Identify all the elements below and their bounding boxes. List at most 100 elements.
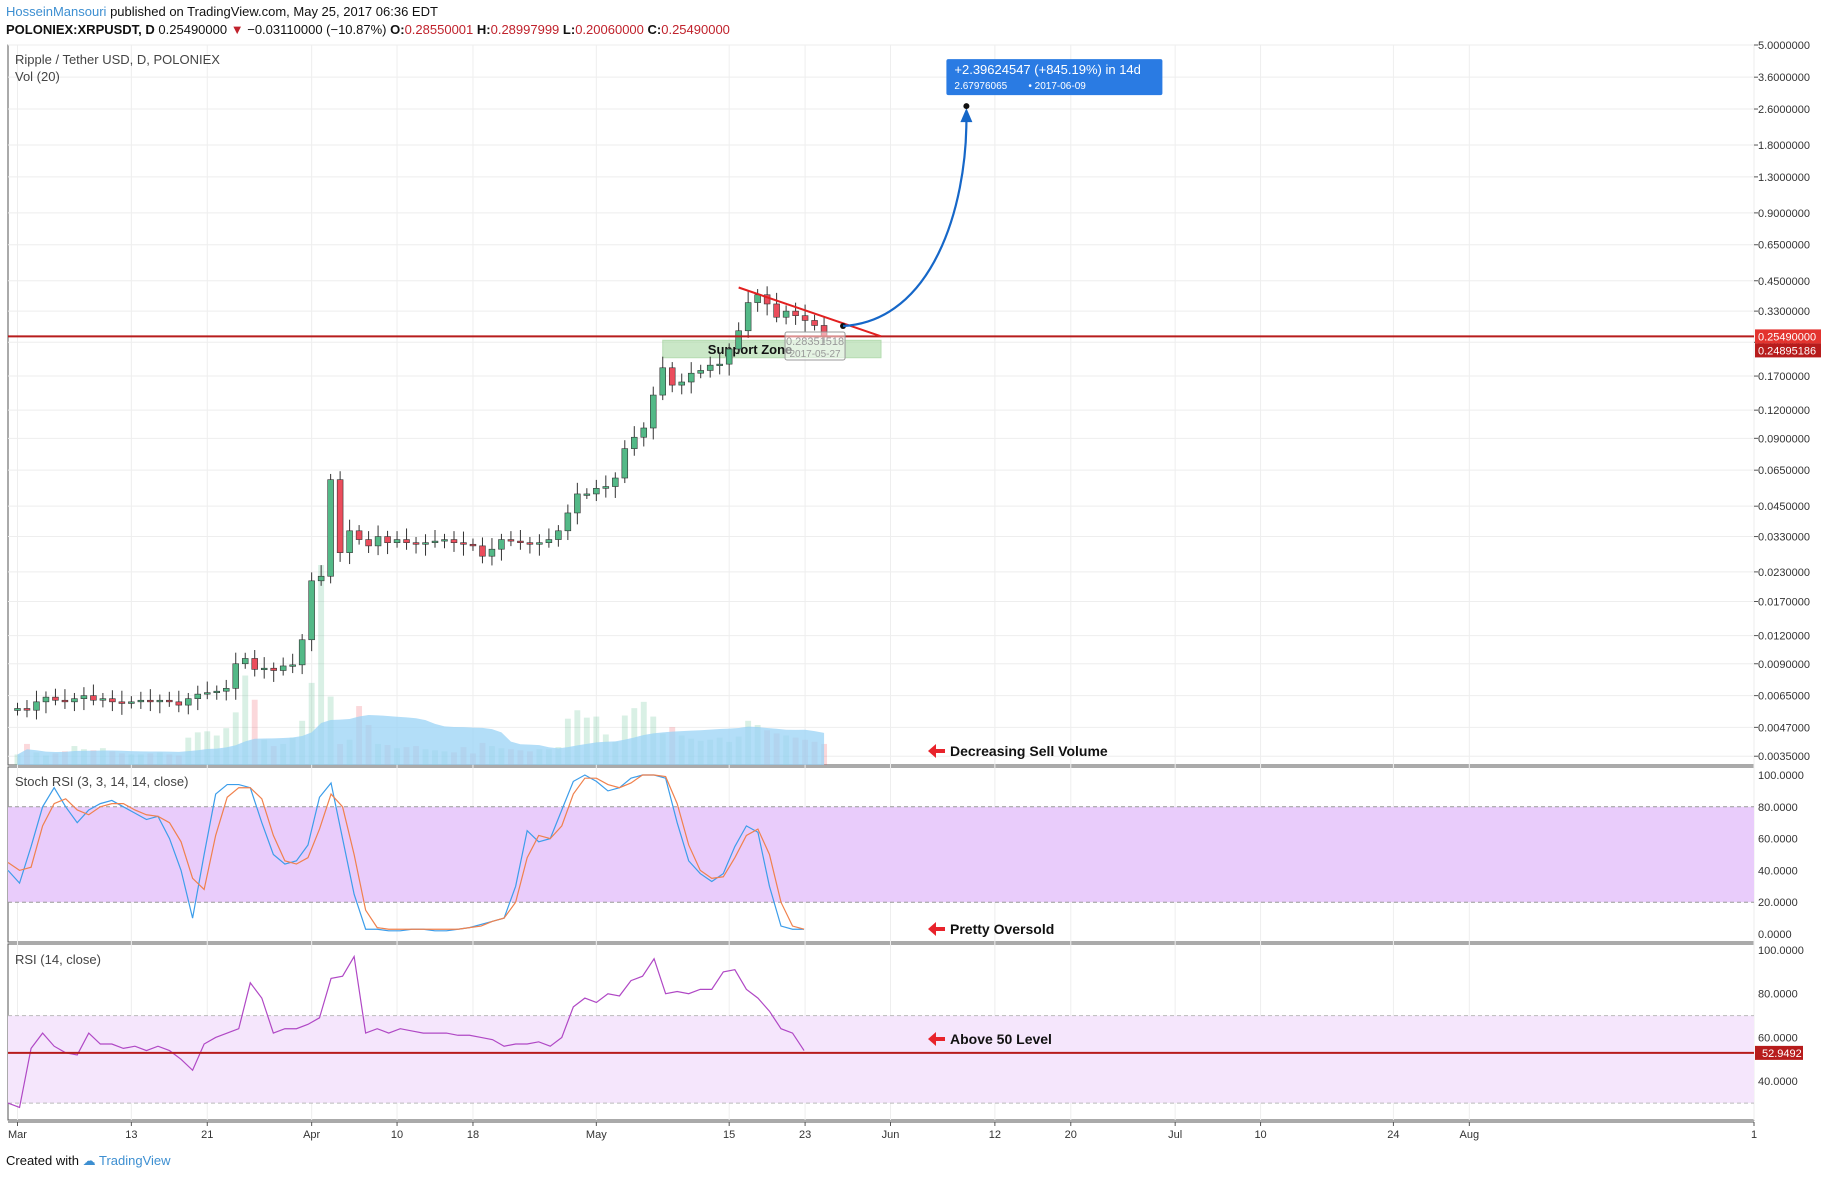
x-tick-label: Jul: [1168, 1129, 1182, 1141]
created-with-text: Created with: [6, 1153, 79, 1168]
candle-body: [763, 294, 771, 305]
down-triangle-icon: ▼: [230, 22, 244, 37]
stoch-y-tick-label: 0.0000: [1758, 929, 1792, 941]
rsi-line: [7, 954, 805, 1109]
candle-body: [175, 701, 183, 706]
candle-body: [744, 302, 752, 332]
stoch-title: Stoch RSI (3, 3, 14, 14, close): [15, 774, 188, 789]
candle-body: [346, 530, 353, 553]
stoch-y-tick-label: 80.0000: [1758, 802, 1798, 814]
candle-body: [631, 436, 638, 449]
candle-body: [393, 539, 401, 543]
candle-body: [593, 488, 600, 495]
candle-body: [384, 536, 391, 543]
x-tick-label: 20: [1065, 1129, 1077, 1141]
candle-body: [308, 580, 315, 641]
x-tick-label: 21: [201, 1129, 213, 1141]
y-tick-label: 0.0170000: [1758, 596, 1810, 608]
x-tick-label: Aug: [1460, 1129, 1480, 1141]
candle-body: [336, 479, 344, 553]
candle-body: [555, 530, 562, 540]
measure-tooltip-value: 0.28351518: [786, 336, 844, 348]
tradingview-link[interactable]: TradingView: [99, 1153, 171, 1168]
candle-body: [71, 698, 78, 703]
y-tick-label: 0.0650000: [1758, 465, 1810, 477]
volume-bar: [564, 718, 571, 765]
y-tick-label: 0.0900000: [1758, 433, 1810, 445]
candle-body: [241, 658, 249, 665]
annotation-oversold: Pretty Oversold: [950, 921, 1054, 937]
y-tick-label: 5.0000000: [1758, 40, 1810, 52]
measure-tooltip-box: [784, 331, 846, 361]
change-value: −0.03110000 (−10.87%): [247, 22, 387, 37]
volume-bar: [251, 699, 258, 765]
annotation-volume: Decreasing Sell Volume: [950, 743, 1108, 759]
candle-body: [507, 539, 515, 542]
candle-body: [441, 539, 448, 542]
x-tick-label: Mar: [8, 1129, 27, 1141]
high-label: H:: [476, 22, 491, 37]
x-tick-label: 10: [391, 1129, 403, 1141]
candle-body: [469, 543, 477, 547]
candle-body: [687, 372, 695, 383]
projection-arrowhead: [960, 108, 973, 123]
y-tick-label: 0.0120000: [1758, 631, 1810, 643]
main-pane: [7, 44, 1755, 766]
candle-body: [317, 575, 325, 582]
y-tick-label: 0.1700000: [1758, 371, 1810, 383]
price-label: 0.24895186: [1758, 345, 1816, 357]
projection-end-point: [963, 103, 970, 110]
price-label: 0.25490000: [1758, 331, 1816, 343]
candle-body: [479, 545, 486, 557]
x-tick-label: 23: [799, 1129, 811, 1141]
candle-body: [137, 699, 145, 703]
candle-body: [90, 695, 97, 701]
candle-body: [725, 348, 733, 365]
main-chart-title: Ripple / Tether USD, D, POLONIEX: [15, 52, 220, 67]
y-tick-label: 0.4500000: [1758, 276, 1810, 288]
stoch-d-line: [7, 774, 805, 930]
x-tick-label: 10: [1254, 1129, 1266, 1141]
volume-bar: [232, 712, 239, 765]
candle-body: [488, 548, 496, 557]
volume-ma-area: [17, 715, 825, 765]
candle-body: [109, 698, 116, 703]
candle-body: [118, 701, 126, 704]
volume-bar: [640, 701, 647, 765]
candle-body: [574, 493, 581, 514]
candle-body: [289, 664, 296, 667]
stoch-y-tick-label: 40.0000: [1758, 865, 1798, 877]
tradingview-logo-icon[interactable]: ☁: [82, 1153, 96, 1168]
candle-body: [697, 370, 704, 374]
candle-body: [185, 698, 192, 706]
volume-bar: [631, 708, 638, 765]
stoch-y-tick-label: 20.0000: [1758, 897, 1798, 909]
low-value: 0.20060000: [575, 22, 644, 37]
candle-body: [260, 667, 268, 671]
candle-body: [99, 698, 107, 701]
candle-body: [678, 381, 685, 386]
publish-info: HosseinMansouri published on TradingView…: [6, 4, 438, 19]
annotation-rsi: Above 50 Level: [950, 1031, 1052, 1047]
x-tick-label: Apr: [303, 1129, 320, 1141]
candle-body: [270, 667, 277, 671]
candle-body: [14, 708, 21, 711]
candle-body: [801, 315, 809, 321]
candle-body: [403, 539, 410, 543]
candle-body: [517, 540, 524, 543]
rsi-y-tick-label: 80.0000: [1758, 989, 1798, 1001]
volume-bar: [318, 565, 325, 765]
y-tick-label: 0.0065000: [1758, 691, 1810, 703]
candle-body: [545, 539, 553, 543]
x-tick-label: 24: [1387, 1129, 1399, 1141]
candle-body: [42, 696, 50, 703]
author-link[interactable]: HosseinMansouri: [6, 4, 107, 19]
candle-body: [251, 658, 258, 670]
candle-body: [564, 512, 572, 532]
candle-body: [194, 693, 202, 699]
candle-body: [232, 663, 239, 689]
candle-body: [128, 701, 135, 704]
footer: Created with ☁ TradingView: [6, 1153, 171, 1169]
y-tick-label: 0.0035000: [1758, 751, 1810, 763]
